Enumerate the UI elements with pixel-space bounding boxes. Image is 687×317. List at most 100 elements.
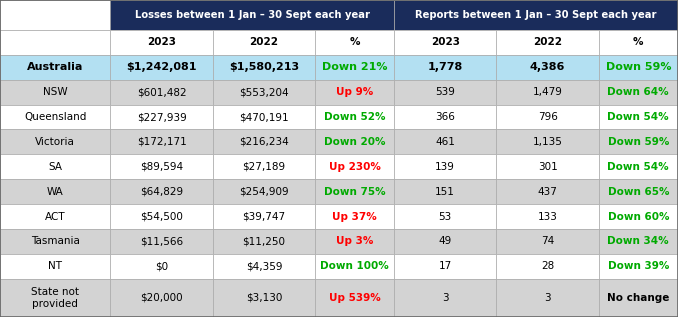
Text: WA: WA: [47, 187, 63, 197]
Text: 2022: 2022: [249, 37, 278, 47]
FancyBboxPatch shape: [497, 80, 599, 105]
FancyBboxPatch shape: [213, 254, 315, 279]
FancyBboxPatch shape: [394, 279, 497, 317]
FancyBboxPatch shape: [315, 204, 394, 229]
Text: 437: 437: [538, 187, 558, 197]
Text: $11,250: $11,250: [243, 236, 286, 247]
Text: $172,171: $172,171: [137, 137, 186, 147]
FancyBboxPatch shape: [111, 279, 213, 317]
Text: Reports between 1 Jan – 30 Sept each year: Reports between 1 Jan – 30 Sept each yea…: [415, 10, 657, 20]
Text: 4,386: 4,386: [530, 62, 565, 72]
Text: Down 100%: Down 100%: [320, 262, 389, 271]
FancyBboxPatch shape: [497, 229, 599, 254]
Text: 1,778: 1,778: [427, 62, 463, 72]
FancyBboxPatch shape: [497, 154, 599, 179]
Text: Up 37%: Up 37%: [333, 211, 377, 222]
Text: Down 59%: Down 59%: [607, 137, 669, 147]
FancyBboxPatch shape: [213, 30, 315, 55]
Text: $4,359: $4,359: [246, 262, 282, 271]
FancyBboxPatch shape: [213, 229, 315, 254]
FancyBboxPatch shape: [0, 80, 111, 105]
Text: 49: 49: [438, 236, 452, 247]
Text: Up 3%: Up 3%: [336, 236, 373, 247]
Text: Down 54%: Down 54%: [607, 162, 669, 172]
FancyBboxPatch shape: [0, 0, 111, 30]
FancyBboxPatch shape: [394, 129, 497, 154]
Text: Down 64%: Down 64%: [607, 87, 669, 97]
FancyBboxPatch shape: [111, 129, 213, 154]
FancyBboxPatch shape: [213, 105, 315, 129]
Text: Down 65%: Down 65%: [607, 187, 669, 197]
Text: $11,566: $11,566: [140, 236, 183, 247]
FancyBboxPatch shape: [394, 105, 497, 129]
FancyBboxPatch shape: [0, 30, 111, 55]
FancyBboxPatch shape: [0, 129, 111, 154]
Text: Up 230%: Up 230%: [328, 162, 381, 172]
Text: $39,747: $39,747: [243, 211, 286, 222]
Text: Down 75%: Down 75%: [324, 187, 385, 197]
FancyBboxPatch shape: [0, 105, 111, 129]
Text: 17: 17: [438, 262, 452, 271]
Text: NSW: NSW: [43, 87, 67, 97]
Text: Down 39%: Down 39%: [607, 262, 669, 271]
FancyBboxPatch shape: [497, 55, 599, 80]
Text: Victoria: Victoria: [35, 137, 75, 147]
FancyBboxPatch shape: [213, 80, 315, 105]
FancyBboxPatch shape: [0, 204, 111, 229]
Text: $89,594: $89,594: [140, 162, 183, 172]
FancyBboxPatch shape: [599, 229, 677, 254]
FancyBboxPatch shape: [213, 154, 315, 179]
FancyBboxPatch shape: [497, 254, 599, 279]
Text: 3: 3: [442, 293, 449, 303]
FancyBboxPatch shape: [394, 204, 497, 229]
FancyBboxPatch shape: [599, 279, 677, 317]
FancyBboxPatch shape: [394, 55, 497, 80]
FancyBboxPatch shape: [0, 279, 111, 317]
FancyBboxPatch shape: [315, 55, 394, 80]
FancyBboxPatch shape: [599, 30, 677, 55]
FancyBboxPatch shape: [111, 105, 213, 129]
FancyBboxPatch shape: [111, 30, 213, 55]
Text: %: %: [633, 37, 644, 47]
Text: Queensland: Queensland: [24, 112, 87, 122]
FancyBboxPatch shape: [394, 0, 677, 30]
Text: No change: No change: [607, 293, 669, 303]
Text: 53: 53: [438, 211, 452, 222]
FancyBboxPatch shape: [497, 179, 599, 204]
Text: Tasmania: Tasmania: [31, 236, 80, 247]
FancyBboxPatch shape: [213, 179, 315, 204]
FancyBboxPatch shape: [213, 129, 315, 154]
FancyBboxPatch shape: [315, 105, 394, 129]
Text: $553,204: $553,204: [239, 87, 289, 97]
Text: 539: 539: [436, 87, 455, 97]
Text: 2023: 2023: [147, 37, 176, 47]
FancyBboxPatch shape: [497, 30, 599, 55]
FancyBboxPatch shape: [315, 229, 394, 254]
FancyBboxPatch shape: [497, 105, 599, 129]
FancyBboxPatch shape: [599, 254, 677, 279]
Text: 796: 796: [538, 112, 558, 122]
Text: 28: 28: [541, 262, 554, 271]
Text: 3: 3: [544, 293, 551, 303]
Text: Losses between 1 Jan – 30 Sept each year: Losses between 1 Jan – 30 Sept each year: [135, 10, 370, 20]
Text: 2022: 2022: [533, 37, 562, 47]
Text: Australia: Australia: [27, 62, 83, 72]
Text: $20,000: $20,000: [140, 293, 183, 303]
Text: State not
provided: State not provided: [31, 287, 79, 309]
FancyBboxPatch shape: [315, 129, 394, 154]
FancyBboxPatch shape: [111, 154, 213, 179]
FancyBboxPatch shape: [599, 55, 677, 80]
FancyBboxPatch shape: [315, 279, 394, 317]
Text: $27,189: $27,189: [243, 162, 286, 172]
FancyBboxPatch shape: [394, 229, 497, 254]
FancyBboxPatch shape: [111, 229, 213, 254]
FancyBboxPatch shape: [0, 254, 111, 279]
Text: Down 34%: Down 34%: [607, 236, 669, 247]
Text: $3,130: $3,130: [246, 293, 282, 303]
Text: 74: 74: [541, 236, 554, 247]
Text: Up 9%: Up 9%: [336, 87, 373, 97]
FancyBboxPatch shape: [315, 154, 394, 179]
Text: $1,580,213: $1,580,213: [229, 62, 299, 72]
Text: Down 59%: Down 59%: [605, 62, 671, 72]
FancyBboxPatch shape: [394, 179, 497, 204]
